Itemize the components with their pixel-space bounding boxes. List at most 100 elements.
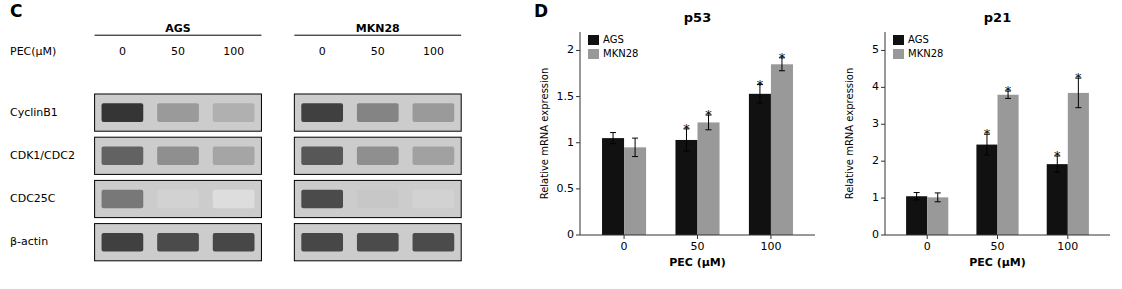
error-bar xyxy=(935,193,941,202)
bar xyxy=(675,140,697,235)
band xyxy=(301,233,343,252)
band xyxy=(413,147,455,166)
y-tick xyxy=(576,188,580,189)
error-line xyxy=(635,138,636,156)
y-tick-label: 4 xyxy=(872,80,879,93)
band xyxy=(157,103,199,122)
error-cap xyxy=(757,103,763,104)
blot-panel: CPEC(μM)AGS050100MKN28050100CyclinB1CDK1… xyxy=(10,1,461,261)
band xyxy=(213,103,255,122)
blot-box xyxy=(95,94,262,131)
legend-swatch xyxy=(588,49,599,59)
y-tick xyxy=(881,235,885,236)
error-cap xyxy=(632,156,638,157)
y-tick-label: 2 xyxy=(567,43,574,56)
bar xyxy=(976,145,997,235)
protein-label: β-actin xyxy=(10,235,48,248)
x-tick-label: 0 xyxy=(924,240,931,253)
error-cap xyxy=(632,138,638,139)
error-cap xyxy=(610,132,616,133)
error-line xyxy=(613,133,614,144)
band xyxy=(157,147,199,166)
bar xyxy=(749,94,771,235)
band xyxy=(213,190,255,209)
blot-box xyxy=(95,137,262,174)
error-cap xyxy=(683,151,689,152)
y-tick-label: 1.5 xyxy=(557,90,575,103)
concentration: 100 xyxy=(223,45,244,58)
error-cap xyxy=(914,192,920,193)
significance-mark: * xyxy=(705,107,712,122)
x-tick-label: 50 xyxy=(691,240,705,253)
error-bar xyxy=(914,193,920,200)
y-tick-label: 5 xyxy=(872,43,879,56)
error-cap xyxy=(610,143,616,144)
y-tick xyxy=(881,50,885,51)
significance-mark: * xyxy=(1054,148,1061,163)
band xyxy=(357,103,399,122)
chart-title: p21 xyxy=(984,10,1011,25)
legend-label: MKN28 xyxy=(908,48,943,59)
error-cap xyxy=(779,70,785,71)
y-tick xyxy=(881,124,885,125)
band xyxy=(157,233,199,252)
band xyxy=(301,103,343,122)
concentration: 50 xyxy=(371,45,385,58)
chart-title: p53 xyxy=(684,10,711,25)
legend-swatch xyxy=(893,35,904,45)
error-cap xyxy=(935,201,941,202)
bar xyxy=(602,138,624,235)
band xyxy=(357,233,399,252)
band xyxy=(102,190,144,209)
bar xyxy=(1047,164,1068,235)
figure: CPEC(μM)AGS050100MKN28050100CyclinB1CDK1… xyxy=(0,0,1122,289)
significance-mark: * xyxy=(683,121,690,136)
y-tick-label: 1 xyxy=(872,191,879,204)
blot-box xyxy=(294,224,461,261)
error-cap xyxy=(935,192,941,193)
legend-swatch xyxy=(588,35,599,45)
band xyxy=(301,147,343,166)
error-cap xyxy=(706,129,712,130)
band xyxy=(301,190,343,209)
significance-mark: * xyxy=(779,50,786,65)
error-cap xyxy=(1054,172,1060,173)
y-tick xyxy=(881,198,885,199)
x-tick xyxy=(770,235,771,239)
legend-label: MKN28 xyxy=(603,48,638,59)
band xyxy=(102,147,144,166)
blot-box xyxy=(95,180,262,217)
bar xyxy=(771,64,793,235)
band xyxy=(357,147,399,166)
band xyxy=(413,103,455,122)
group-label: AGS xyxy=(165,22,191,35)
error-cap xyxy=(984,154,990,155)
error-bar xyxy=(632,138,638,156)
blot-box xyxy=(95,224,262,261)
protein-label: CyclinB1 xyxy=(10,106,58,119)
concentration: 0 xyxy=(319,45,326,58)
blot-box xyxy=(294,137,461,174)
band xyxy=(413,233,455,252)
legend-label: AGS xyxy=(603,34,624,45)
x-tick-label: 100 xyxy=(1057,240,1078,253)
x-tick xyxy=(624,235,625,239)
concentration-label: PEC(μM) xyxy=(10,45,56,58)
concentration: 0 xyxy=(119,45,126,58)
y-tick-label: 2 xyxy=(872,154,879,167)
panel-label: D xyxy=(534,1,548,21)
bar xyxy=(927,197,948,235)
x-tick-label: 0 xyxy=(621,240,628,253)
y-tick xyxy=(881,87,885,88)
y-axis xyxy=(580,32,581,235)
legend-label: AGS xyxy=(908,34,929,45)
band xyxy=(357,190,399,209)
y-tick-label: 0.5 xyxy=(557,182,575,195)
significance-mark: * xyxy=(984,126,991,141)
y-tick xyxy=(576,96,580,97)
y-axis xyxy=(885,32,886,235)
y-tick-label: 0 xyxy=(872,228,879,241)
bar xyxy=(998,95,1019,235)
bar xyxy=(698,122,720,235)
band xyxy=(213,233,255,252)
